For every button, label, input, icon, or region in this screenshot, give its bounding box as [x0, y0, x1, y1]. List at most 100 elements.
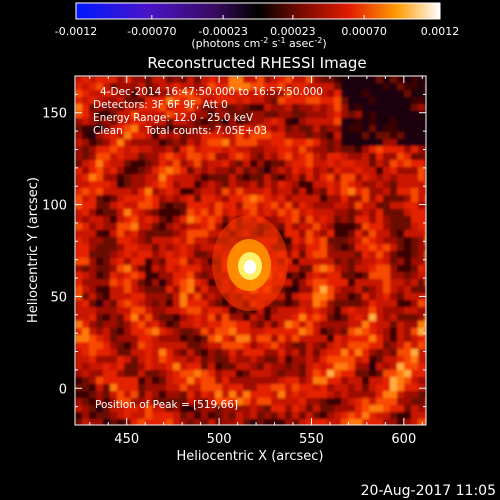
heat-cell: [306, 97, 314, 105]
heat-cell: [229, 398, 237, 406]
heat-cell: [292, 370, 300, 378]
heat-cell: [124, 258, 132, 266]
heat-cell: [166, 174, 174, 182]
heat-cell: [124, 237, 132, 245]
heat-cell: [236, 76, 244, 84]
heat-cell: [404, 97, 412, 105]
heat-cell: [313, 286, 321, 294]
heat-cell: [285, 349, 293, 357]
heat-cell: [390, 356, 398, 364]
heat-cell: [152, 216, 160, 224]
heat-cell: [299, 174, 307, 182]
heat-cell: [236, 160, 244, 168]
heat-cell: [390, 405, 398, 413]
heat-cell: [299, 321, 307, 329]
heat-cell: [180, 76, 188, 84]
heat-cell: [292, 321, 300, 329]
heat-cell: [411, 237, 419, 245]
heat-cell: [89, 167, 97, 175]
heat-cell: [306, 76, 314, 84]
heat-cell: [292, 167, 300, 175]
heat-cell: [369, 293, 377, 301]
heat-cell: [362, 321, 370, 329]
heat-cell: [236, 209, 244, 217]
heat-cell: [103, 384, 111, 392]
heat-cell: [222, 195, 230, 203]
heat-cell: [257, 349, 265, 357]
x-tick-label: 600: [391, 432, 416, 447]
heat-cell: [320, 279, 328, 287]
heat-cell: [124, 174, 132, 182]
heat-cell: [180, 244, 188, 252]
heat-cell: [383, 377, 391, 385]
heat-cell: [376, 104, 384, 112]
heat-cell: [201, 265, 209, 273]
heat-cell: [418, 195, 426, 203]
heat-cell: [369, 328, 377, 336]
heat-cell: [362, 363, 370, 371]
heat-cell: [110, 76, 118, 84]
heat-cell: [75, 104, 83, 112]
heat-cell: [187, 237, 195, 245]
heat-cell: [110, 195, 118, 203]
heat-cell: [131, 391, 139, 399]
heat-cell: [229, 209, 237, 217]
heat-cell: [271, 209, 279, 217]
heat-cell: [222, 307, 230, 315]
heat-cell: [355, 251, 363, 259]
heat-cell: [327, 160, 335, 168]
heat-cell: [82, 412, 90, 420]
heat-cell: [236, 405, 244, 413]
heat-cell: [355, 314, 363, 322]
heat-cell: [138, 412, 146, 420]
heat-cell: [313, 237, 321, 245]
heat-cell: [131, 363, 139, 371]
heat-cell: [173, 279, 181, 287]
heat-cell: [271, 76, 279, 84]
heat-cell: [201, 335, 209, 343]
heat-cell: [355, 139, 363, 147]
heat-cell: [229, 174, 237, 182]
heat-cell: [222, 209, 230, 217]
heat-cell: [257, 356, 265, 364]
heat-cell: [173, 244, 181, 252]
heat-cell: [145, 139, 153, 147]
heat-cell: [313, 167, 321, 175]
heat-cell: [306, 174, 314, 182]
colorbar: -0.0012 -0.00070 -0.00023 0.00023 0.00070 0.0…: [55, 2, 459, 50]
heat-cell: [96, 286, 104, 294]
heat-cell: [117, 146, 125, 154]
heat-cell: [334, 405, 342, 413]
heat-cell: [355, 370, 363, 378]
heat-cell: [75, 202, 83, 210]
heat-cell: [124, 272, 132, 280]
heat-cell: [173, 132, 181, 140]
heat-cell: [250, 209, 258, 217]
heat-cell: [173, 307, 181, 315]
heat-cell: [404, 391, 412, 399]
heat-cell: [89, 377, 97, 385]
heat-cell: [369, 314, 377, 322]
heat-cell: [110, 356, 118, 364]
heat-cell: [103, 111, 111, 119]
heat-cell: [418, 111, 426, 119]
heat-cell: [257, 384, 265, 392]
heat-cell: [341, 391, 349, 399]
heat-cell: [75, 237, 83, 245]
heat-cell: [96, 398, 104, 406]
y-tick-label: 50: [50, 290, 67, 305]
heat-cell: [201, 188, 209, 196]
heat-cell: [103, 377, 111, 385]
heat-cell: [397, 300, 405, 308]
heat-cell: [320, 370, 328, 378]
heat-cell: [201, 160, 209, 168]
heat-cell: [243, 412, 251, 420]
heat-cell: [418, 146, 426, 154]
heat-cell: [131, 335, 139, 343]
heat-cell: [180, 139, 188, 147]
heat-cell: [187, 111, 195, 119]
heat-cell: [124, 377, 132, 385]
heat-cell: [369, 419, 377, 425]
heat-cell: [404, 153, 412, 161]
heat-cell: [250, 321, 258, 329]
